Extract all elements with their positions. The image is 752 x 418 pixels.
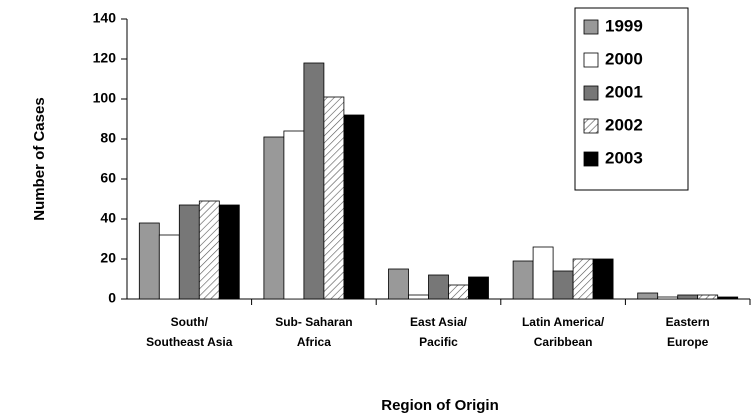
x-tick-label: Eastern bbox=[666, 315, 710, 329]
y-tick-label: 80 bbox=[100, 130, 116, 146]
x-tick-label: Latin America/ bbox=[522, 315, 605, 329]
legend-label: 2003 bbox=[605, 148, 643, 167]
legend-swatch bbox=[583, 19, 599, 35]
bar bbox=[468, 276, 489, 300]
bar bbox=[512, 260, 534, 300]
bar bbox=[532, 246, 554, 300]
bar bbox=[428, 274, 449, 300]
bar bbox=[158, 234, 180, 300]
x-tick-label: South/ bbox=[171, 315, 209, 329]
bar bbox=[677, 294, 699, 300]
y-tick-label: 100 bbox=[93, 90, 117, 106]
y-tick-label: 140 bbox=[93, 10, 117, 26]
bar bbox=[592, 258, 614, 300]
x-tick-label: Pacific bbox=[419, 335, 458, 349]
bar bbox=[572, 258, 594, 300]
bar bbox=[637, 292, 659, 300]
bar bbox=[408, 294, 429, 300]
legend-label: 2002 bbox=[605, 115, 643, 134]
bar bbox=[138, 222, 160, 300]
legend-swatch bbox=[583, 118, 599, 134]
y-tick-label: 60 bbox=[100, 170, 116, 186]
bar bbox=[388, 268, 409, 300]
x-tick-label: Southeast Asia bbox=[146, 335, 233, 349]
bar bbox=[218, 204, 240, 300]
bar bbox=[717, 296, 739, 300]
y-tick-label: 20 bbox=[100, 250, 116, 266]
bar bbox=[283, 130, 305, 300]
bar bbox=[657, 296, 679, 300]
y-tick-label: 0 bbox=[108, 290, 116, 306]
y-axis-label: Number of Cases bbox=[31, 97, 48, 220]
legend-label: 1999 bbox=[605, 16, 643, 35]
bar bbox=[263, 136, 285, 300]
bar bbox=[303, 62, 325, 300]
bar bbox=[198, 200, 220, 300]
bar bbox=[552, 270, 574, 300]
y-tick-label: 120 bbox=[93, 50, 117, 66]
legend-swatch bbox=[583, 52, 599, 68]
x-tick-label: Sub- Saharan bbox=[275, 315, 352, 329]
bar bbox=[343, 114, 365, 300]
x-tick-label: East Asia/ bbox=[410, 315, 468, 329]
legend-label: 2001 bbox=[605, 82, 643, 101]
bar bbox=[178, 204, 200, 300]
bar bbox=[323, 96, 345, 300]
bar bbox=[697, 294, 719, 300]
x-tick-label: Africa bbox=[297, 335, 331, 349]
x-tick-label: Caribbean bbox=[534, 335, 593, 349]
legend-swatch bbox=[583, 151, 599, 167]
bar bbox=[448, 284, 469, 300]
x-tick-label: Europe bbox=[667, 335, 709, 349]
y-tick-label: 40 bbox=[100, 210, 116, 226]
legend-label: 2000 bbox=[605, 49, 643, 68]
legend-swatch bbox=[583, 85, 599, 101]
x-axis-label: Region of Origin bbox=[381, 397, 499, 414]
